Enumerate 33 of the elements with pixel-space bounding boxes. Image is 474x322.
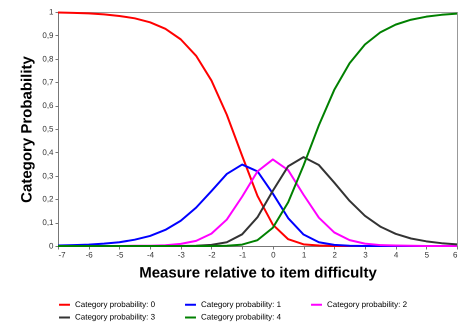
y-tick-label: 0,7: [42, 78, 54, 87]
y-tick-label: 0,5: [42, 124, 54, 134]
y-tick-label: 0,4: [42, 148, 54, 157]
x-tick-label: -2: [208, 250, 216, 260]
x-tick-label: 0: [271, 250, 276, 260]
line-series: [57, 12, 458, 247]
legend-label: Category probability: 2: [327, 300, 408, 309]
x-tick-label: -4: [147, 250, 155, 260]
y-axis-title: Category Probability: [18, 55, 36, 203]
legend-label: Category probability: 4: [201, 312, 282, 322]
x-tick-label: 3: [363, 250, 368, 260]
y-tick-label: 0,2: [42, 194, 54, 204]
y-tick-label: 0,9: [42, 30, 54, 40]
x-tick-label: 6: [453, 250, 458, 260]
y-tick-label: 0: [49, 242, 54, 250]
x-tick-label: 1: [302, 250, 307, 260]
y-tick-label: 0,3: [42, 171, 54, 180]
x-tick-label: -5: [116, 250, 124, 260]
x-tick-label: 4: [394, 250, 399, 260]
x-tick-label: 2: [332, 250, 338, 260]
x-tick-label: -6: [86, 250, 94, 260]
y-tick-label: 0,1: [42, 218, 54, 228]
x-tick-label: -7: [58, 250, 66, 260]
x-tick-label: -1: [239, 250, 247, 260]
x-axis-title: Measure relative to item difficulty: [139, 264, 378, 282]
x-tick-label: -3: [178, 250, 186, 260]
legend-label: Category probability: 3: [75, 312, 156, 322]
y-tick-label: 0,6: [42, 101, 54, 110]
x-tick-label: 5: [424, 250, 430, 260]
y-tick-label: 0,8: [42, 54, 54, 64]
legend-label: Category probability: 1: [201, 300, 282, 309]
y-tick-label: 1: [49, 8, 54, 16]
legend-label: Category probability: 0: [75, 300, 156, 309]
